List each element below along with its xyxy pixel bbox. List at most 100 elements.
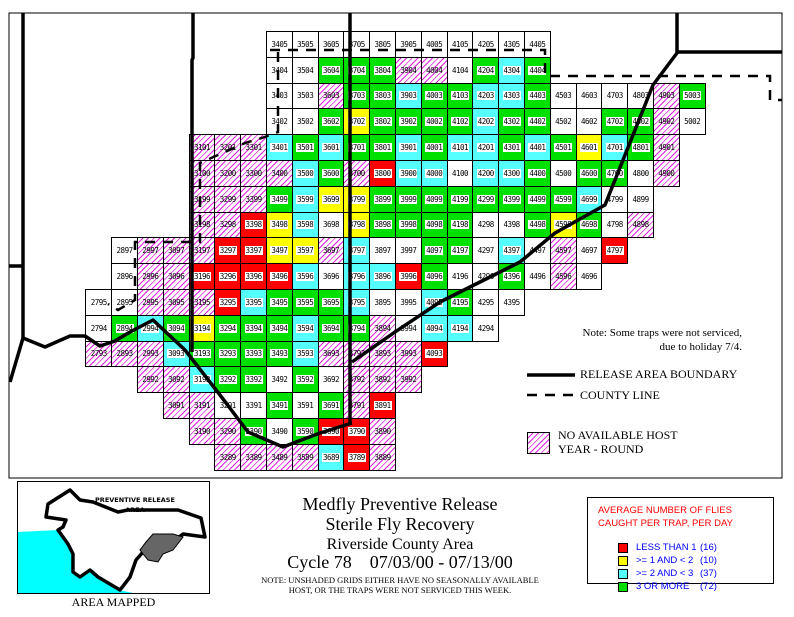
grid-cell-label: 4600 — [579, 168, 599, 178]
grid-cell-label: 3591 — [297, 401, 314, 411]
grid-cell-label: 3405 — [271, 39, 288, 49]
grid-cell-label: 3800 — [373, 168, 392, 178]
grid-cell-label: 3201 — [219, 143, 237, 153]
grid-cell-label: 3804 — [373, 65, 392, 75]
grid-cell: 3397 — [240, 237, 267, 265]
grid-cell: 4301 — [498, 134, 525, 161]
grid-cell: 3400 — [266, 160, 293, 187]
grid-cell-label: 4700 — [605, 168, 624, 178]
no-host-swatch — [527, 432, 550, 454]
grid-cell-label: 3789 — [347, 452, 366, 462]
grid-cell: 3992 — [395, 366, 422, 394]
grid-cell: 3803 — [369, 82, 396, 110]
grid-cell-label: 3902 — [399, 117, 418, 127]
grid-cell: 4099 — [420, 185, 448, 213]
grid-cell-label: 4094 — [425, 323, 444, 333]
grid-cell-label: 3693 — [322, 349, 340, 359]
grid-cell-label: 3697 — [322, 246, 340, 256]
grid-cell-label: 3603 — [322, 91, 340, 101]
grid-cell-label: 2997 — [142, 246, 159, 256]
grid-cell: 3503 — [291, 82, 319, 110]
grid-cell-label: 3392 — [244, 375, 263, 385]
legend-item-label: 3 OR MORE — [636, 581, 690, 592]
grid-cell-label: 3602 — [321, 117, 341, 127]
grid-cell-label: 2794 — [90, 323, 108, 333]
grid-cell-label: 4196 — [451, 272, 469, 282]
grid-cell-label: 3798 — [347, 220, 366, 230]
grid-cell-label: 3894 — [374, 323, 392, 333]
grid-cell-label: 3792 — [348, 375, 366, 385]
grid-cell-label: 3997 — [400, 246, 417, 256]
legend-item: LESS THAN 1 (16) — [618, 542, 717, 553]
grid-cell-label: 3702 — [347, 117, 366, 127]
grid-cell-label: 4404 — [528, 65, 547, 75]
grid-cell: 4100 — [446, 160, 474, 187]
grid-cell-label: 3604 — [321, 65, 341, 75]
grid-cell-label: 3192 — [192, 375, 212, 385]
grid-cell-label: 3398 — [244, 220, 263, 230]
grid-cell-label: 3399 — [245, 194, 263, 204]
grid-cell-label: 3389 — [245, 452, 263, 462]
grid-cell: 3794 — [343, 314, 371, 342]
grid-cell-label: 3704 — [347, 65, 366, 75]
grid-cell-label: 3093 — [167, 349, 186, 359]
legend-item: >= 1 AND < 2 (10) — [618, 555, 717, 566]
grid-cell-label: 3297 — [218, 246, 237, 256]
grid-cell-label: 4296 — [477, 272, 495, 282]
grid-cell-label: 3289 — [219, 452, 237, 462]
grid-cell-label: 3404 — [271, 65, 288, 75]
grid-cell: 3398 — [240, 211, 267, 239]
grid-cell-label: 4300 — [502, 168, 521, 178]
service-note: Note: Some traps were not serviced, due … — [540, 326, 742, 354]
grid-cell: 3289 — [214, 443, 242, 471]
grid-cell: 3501 — [291, 134, 319, 161]
grid-cell-label: 4396 — [502, 272, 521, 282]
grid-cell-label: 3490 — [271, 426, 288, 436]
grid-cell: 3091 — [162, 392, 190, 419]
no-host-label-2: YEAR - ROUND — [558, 442, 644, 456]
grid-cell-label: 4303 — [502, 91, 521, 101]
legend-heading-1: AVERAGE NUMBER OF FLIES — [598, 505, 732, 516]
grid-cell-label: 3501 — [296, 143, 315, 153]
grid-cell-label: 3999 — [399, 194, 418, 204]
grid-cell-label: 4302 — [502, 117, 521, 127]
grid-cell-label: 4903 — [658, 91, 675, 101]
grid-cell-label: 3805 — [374, 39, 392, 49]
grid-cell-label: 3995 — [400, 297, 417, 307]
grid-cell: 3095 — [162, 289, 190, 316]
note-line-1: Note: Some traps were not serviced, — [582, 327, 742, 339]
grid-cell: 4402 — [524, 108, 551, 136]
release-boundary-northeast — [350, 13, 679, 364]
grid-cell-label: 2894 — [115, 323, 134, 333]
grid-cell-label: 4099 — [425, 194, 444, 204]
grid-cell-label: 3391 — [245, 401, 263, 411]
grid-cell: 3399 — [240, 185, 267, 213]
grid-cell-label: 2895 — [116, 297, 134, 307]
grid-cell-label: 4304 — [502, 65, 521, 75]
grid-cell-label: 3694 — [321, 323, 341, 333]
grid-cell-label: 4194 — [450, 323, 470, 333]
grid-cell: 4599 — [549, 185, 577, 213]
grid-cell-label: 3597 — [296, 246, 315, 256]
grid-cell-label: 3401 — [270, 143, 289, 153]
grid-cell-label: 2897 — [116, 246, 134, 256]
grid-cell: 4397 — [498, 237, 525, 265]
legend-item-count: (72) — [700, 581, 717, 592]
grid-cell-label: 4900 — [658, 168, 675, 178]
grid-cell: 4096 — [420, 263, 448, 290]
legend-swatch — [618, 542, 628, 553]
grid-cell-label: 3092 — [168, 375, 185, 385]
grid-cell-label: 3903 — [399, 91, 418, 101]
title-line-1: Medfly Preventive Release — [302, 494, 498, 514]
grid-cell: 2992 — [137, 366, 164, 394]
grid-cell: 4294 — [472, 314, 500, 342]
grid-cell: 4197 — [446, 237, 474, 265]
grid-cell-label: 4405 — [529, 39, 546, 49]
grid-cell: 3994 — [395, 314, 422, 342]
grid-cell: 4201 — [472, 134, 500, 161]
grid-cell-label: 3200 — [219, 168, 237, 178]
grid-cell-label: 3301 — [245, 143, 263, 153]
grid-cell-label: 3095 — [168, 297, 185, 307]
grid-cell-label: 4096 — [425, 272, 444, 282]
